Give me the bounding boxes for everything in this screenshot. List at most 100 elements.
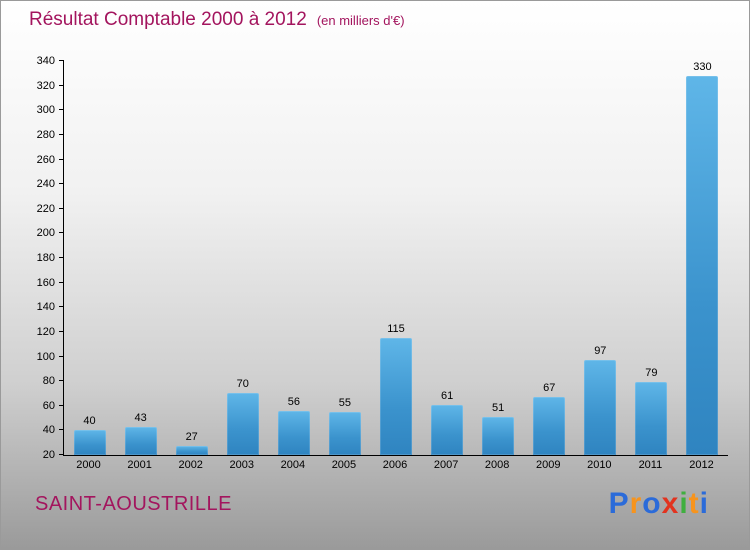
y-axis-tick-label: 20 [42,449,55,461]
logo-letter: i [699,487,709,520]
bars-row: 40 43 27 70 56 55 115 61 51 67 97 79 330 [64,61,728,455]
y-axis-tick-label: 80 [42,375,55,388]
logo-letter: o [642,487,662,520]
bar-2003 [226,393,259,455]
bar-2006 [380,338,412,455]
commune-name: SAINT-AOUSTRILLE [35,493,232,515]
y-axis-tick-mark [59,158,64,160]
bar-value-label: 40 [83,415,96,428]
y-axis-tick-label: 280 [36,128,55,141]
bar-column-2010: 97 [575,61,626,455]
bar-2007 [431,404,464,455]
y-axis-tick-mark [59,429,64,431]
logo-letter: t [688,487,700,520]
bar-2008 [482,416,515,455]
bar-2010 [584,360,617,455]
y-axis-tick-mark [59,183,64,185]
y-axis-tick-label: 260 [36,153,55,166]
chart-header: Résultat Comptable 2000 à 2012 (en milli… [29,9,405,31]
bar-2012 [686,76,719,455]
bar-column-2008: 51 [473,61,524,455]
bar-column-2003: 70 [217,61,268,455]
y-axis-tick-mark [59,281,64,283]
y-axis-tick-mark [59,306,64,308]
y-axis-tick-mark [59,207,64,209]
x-axis-label-2011: 2011 [638,459,663,471]
bar-column-2011: 79 [626,61,677,455]
bar-2011 [635,382,668,455]
x-axis-label-2005: 2005 [331,459,357,471]
y-axis-tick-mark [59,133,64,135]
y-axis-tick-mark [59,257,64,258]
bar-2000 [73,430,106,455]
bar-value-label: 56 [287,395,300,408]
logo-letter: i [679,487,689,520]
bar-column-2012: 330 [677,61,728,455]
bar-value-label: 70 [236,378,249,391]
plot-area: 40 43 27 70 56 55 115 61 51 67 97 79 330 20 40 60 80 100… [37,55,728,461]
bar-value-label: 27 [185,431,198,444]
x-axis-label-2006: 2006 [382,459,408,471]
bar-value-label: 43 [134,411,147,424]
bar-column-2004: 56 [268,61,319,455]
x-axis-label-2000: 2000 [76,459,101,471]
y-axis-tick-mark [59,355,64,357]
bar-column-2005: 55 [319,61,370,455]
bar-2009 [533,397,566,455]
y-axis-tick-label: 100 [36,350,55,363]
bar-column-2000: 40 [64,61,115,455]
logo-letter: x [661,487,680,520]
y-axis-tick-label: 300 [36,104,55,117]
logo-letter: r [629,487,643,520]
bar-value-label: 61 [440,389,454,402]
y-axis-tick-label: 160 [36,276,55,289]
bar-2005 [328,411,361,455]
bar-2001 [124,426,157,455]
bar-column-2007: 61 [422,61,473,455]
y-axis-tick-label: 40 [42,424,55,437]
y-axis-tick-mark [59,454,64,455]
y-axis-tick-label: 220 [36,202,55,215]
y-axis-tick-mark [59,60,64,61]
proxiti-logo: Proxiti [609,487,709,521]
y-axis-tick-label: 60 [42,399,55,412]
bar-value-label: 79 [645,367,658,380]
y-axis-tick-mark [59,84,64,86]
bar-value-label: 51 [492,401,505,414]
y-axis-tick-label: 200 [36,227,55,240]
bar-value-label: 67 [543,382,556,395]
y-axis-tick-label: 240 [36,178,55,191]
bar-2004 [277,410,310,455]
x-axis-label-2007: 2007 [433,459,459,471]
x-axis-label-2012: 2012 [689,459,714,471]
bar-value-label: 97 [594,345,607,358]
bar-value-label: 115 [387,323,405,336]
y-axis-tick-mark [59,330,64,332]
bar-2002 [175,446,208,455]
x-axis-label-2009: 2009 [536,459,561,471]
chart-subtitle-unit: (en milliers d'€) [316,13,405,28]
y-axis-tick-mark [59,380,64,382]
y-axis-tick-mark [59,404,64,406]
y-axis-tick-mark [59,109,64,111]
y-axis-tick-mark [59,232,64,234]
x-axis-label-2004: 2004 [280,459,306,471]
x-axis-label-2002: 2002 [178,459,203,471]
x-axis-labels: 2000 2001 2002 2003 2004 2005 2006 2007 2008 2009… [63,459,727,471]
bar-column-2002: 27 [166,61,217,455]
chart-title: Résultat Comptable 2000 à 2012 [29,9,307,30]
y-axis-tick-label: 320 [36,79,55,92]
y-axis-tick-label: 120 [36,325,55,338]
bar-column-2006: 115 [370,61,421,455]
x-axis-label-2003: 2003 [229,459,255,471]
y-axis-tick-label: 180 [36,252,55,264]
bar-value-label: 330 [693,61,712,73]
bar-value-label: 55 [338,396,352,409]
x-axis-label-2010: 2010 [587,459,612,471]
x-axis-label-2008: 2008 [484,459,510,471]
bar-column-2009: 67 [524,61,575,455]
y-axis-tick-label: 140 [36,301,55,314]
y-axis-tick-label: 340 [36,55,55,67]
x-axis-label-2001: 2001 [127,459,152,471]
